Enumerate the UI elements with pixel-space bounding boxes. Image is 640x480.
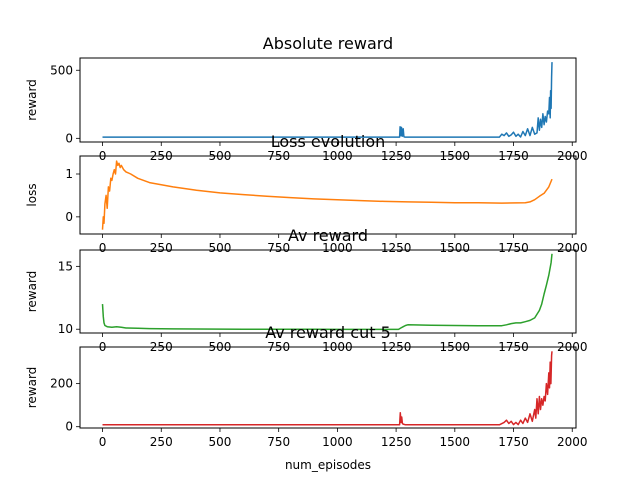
series-line: [102, 351, 553, 426]
series-layer: [101, 253, 553, 331]
subplot-4: 0 250 500 750 1000 1250 1500 1750 2000 0 200 Av r…: [25, 323, 588, 472]
x-tick-label: 500: [209, 241, 232, 255]
x-axis-label: num_episodes: [285, 458, 371, 472]
x-tick-label: 2000: [557, 435, 588, 449]
y-axis-label: reward: [25, 367, 39, 409]
series-line: [102, 62, 553, 138]
y-ticks: 0 500: [50, 63, 80, 145]
y-axis-label: reward: [25, 79, 39, 121]
y-ticks: 0 200: [50, 377, 80, 434]
subplot-title: Loss evolution: [271, 132, 386, 151]
x-tick-label: 1250: [381, 435, 412, 449]
x-tick-label: 2000: [557, 241, 588, 255]
y-ticks: 10 15: [58, 259, 80, 336]
axes-frame: [79, 155, 577, 235]
series-line: [101, 160, 553, 230]
y-tick-label: 1: [65, 167, 73, 181]
x-tick-label: 500: [209, 435, 232, 449]
x-tick-label: 1750: [498, 435, 529, 449]
x-tick-label: 750: [267, 241, 290, 255]
y-axis-label: reward: [25, 271, 39, 313]
x-tick-label: 1000: [322, 435, 353, 449]
y-tick-label: 0: [65, 131, 73, 145]
y-axis-label: loss: [25, 183, 39, 206]
x-tick-label: 1750: [498, 241, 529, 255]
axes-frame: [79, 57, 577, 143]
subplot-title: Absolute reward: [263, 34, 393, 53]
series-layer: [101, 160, 553, 230]
subplot-3: 0 250 500 750 1000 1250 1500 1750 2000 10 15 Av r…: [25, 226, 588, 354]
y-tick-label: 200: [50, 377, 73, 391]
x-ticks: 0 250 500 750 1000 1250 1500 1750 2000: [99, 234, 588, 255]
series-layer: [102, 351, 553, 426]
x-tick-label: 750: [267, 435, 290, 449]
axes-frame: [79, 249, 577, 334]
x-tick-label: 0: [99, 241, 107, 255]
y-tick-label: 15: [58, 259, 73, 273]
subplot-title: Av reward: [288, 226, 368, 245]
series-layer: [102, 62, 553, 138]
subplot-title: Av reward cut 5: [265, 323, 391, 342]
series-line: [101, 253, 553, 331]
x-tick-label: 0: [99, 435, 107, 449]
y-tick-label: 0: [65, 420, 73, 434]
y-ticks: 01: [65, 167, 80, 224]
x-tick-label: 250: [150, 241, 173, 255]
x-tick-label: 1500: [440, 241, 471, 255]
y-tick-label: 500: [50, 63, 73, 77]
x-tick-label: 1500: [440, 435, 471, 449]
x-tick-label: 250: [150, 435, 173, 449]
x-tick-label: 1250: [381, 241, 412, 255]
x-tick-label: 1000: [322, 241, 353, 255]
subplot-2: 0 250 500 750 1000 1250 1500 1750 2000 01 Loss e…: [25, 132, 588, 255]
y-tick-label: 10: [58, 322, 73, 336]
y-tick-label: 0: [65, 210, 73, 224]
x-ticks: 0 250 500 750 1000 1250 1500 1750 2000: [99, 428, 588, 449]
axes-frame: [79, 346, 577, 429]
